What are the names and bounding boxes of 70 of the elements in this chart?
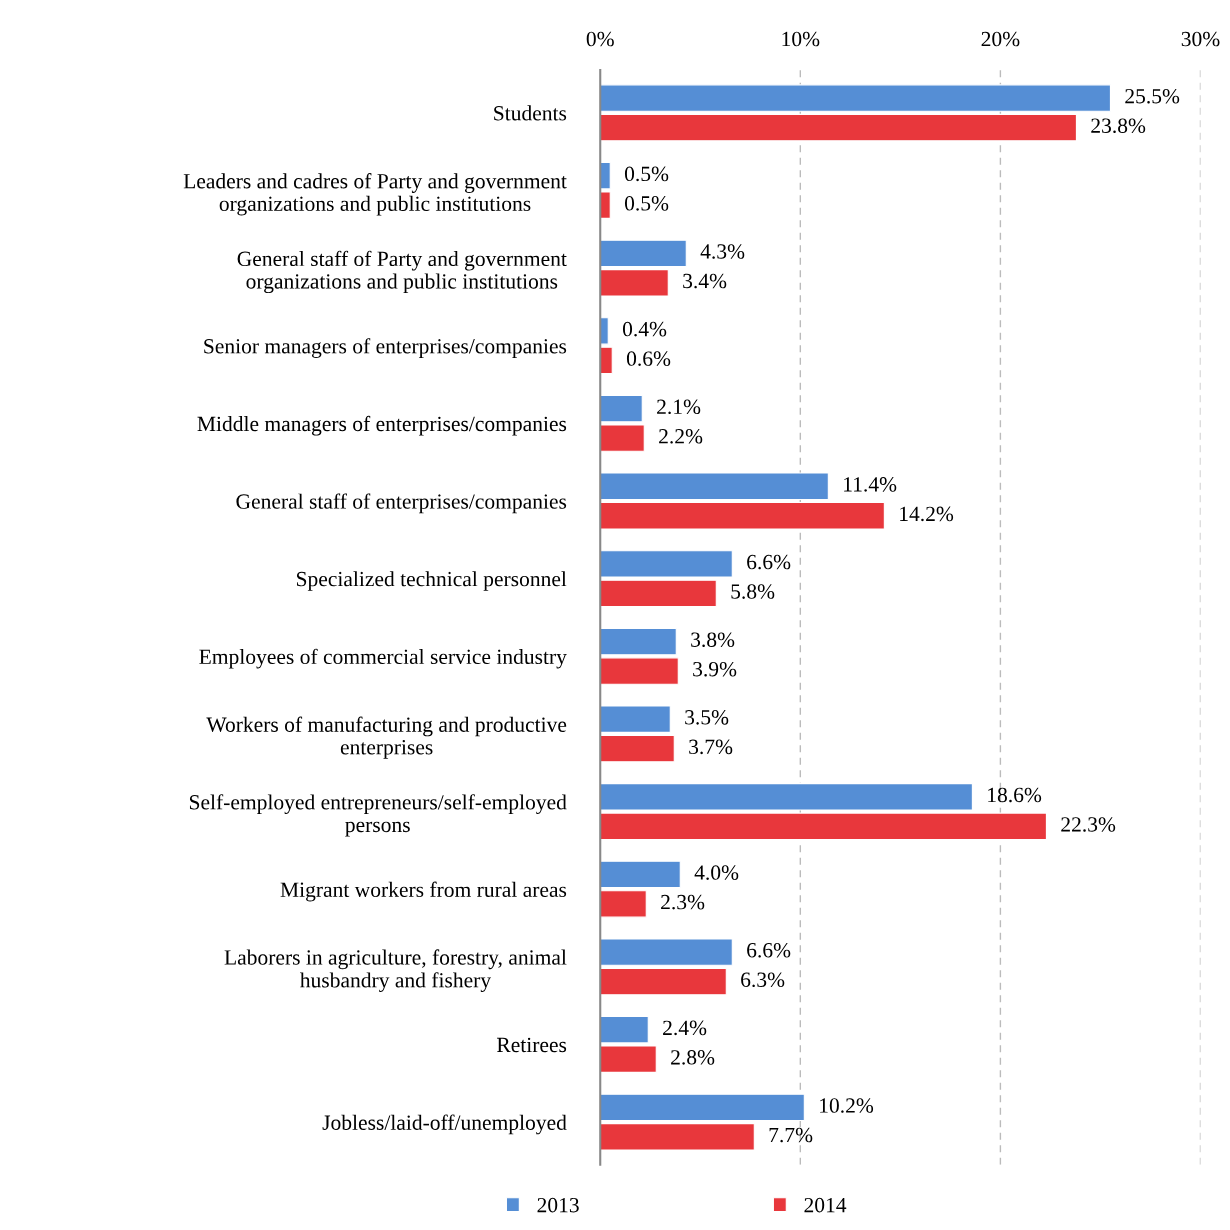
data-label: 3.8%: [691, 632, 735, 648]
data-label: 3.9%: [693, 661, 737, 677]
bar: [600, 472, 829, 501]
bar: [600, 860, 681, 889]
data-label: 6.3%: [741, 972, 785, 988]
data-label: 2.2%: [659, 428, 703, 444]
bar: [600, 550, 733, 578]
x-tick-label: 20%: [981, 31, 1020, 47]
data-label: 10.2%: [820, 1098, 874, 1113]
bar: [600, 394, 643, 423]
bar: [600, 705, 671, 733]
data-label: 4.3%: [700, 244, 745, 259]
bar: [600, 657, 679, 685]
bar: [600, 627, 677, 656]
data-label: 14.2%: [900, 506, 954, 522]
data-label: 22.3%: [1061, 817, 1116, 832]
bar: [600, 890, 647, 918]
data-label: 2.1%: [657, 399, 701, 415]
legend-label: 2014: [804, 1197, 847, 1213]
data-label: 0.4%: [622, 321, 667, 337]
bar: [600, 1093, 805, 1122]
bar: [600, 317, 609, 345]
x-tick-label: 0%: [586, 31, 614, 47]
y-tick-label: Leaders and cadres of Party and government organizations and public institutions: [183, 173, 567, 216]
data-label: 0.5%: [624, 166, 669, 182]
data-label: 0.5%: [624, 196, 669, 211]
y-tick-label: General staff of Party and government organizations and public institutions: [237, 250, 567, 294]
y-tick-label: Students: [494, 105, 567, 121]
x-tick-label: 10%: [782, 31, 820, 47]
y-tick-label: Self-employed entrepreneurs/self-employed persons: [189, 794, 567, 837]
legend-label: 2013: [537, 1197, 579, 1213]
bar: [600, 84, 1111, 112]
y-tick-label: Jobless/laid-off/unemployed: [322, 1114, 567, 1135]
data-label: 6.6%: [747, 942, 791, 958]
bar: [600, 938, 733, 966]
data-label: 0.6%: [626, 351, 671, 366]
data-label: 3.7%: [689, 739, 733, 755]
y-tick-label: Workers of manufacturing and productive enterprises: [206, 716, 567, 759]
data-label: 23.8%: [1091, 118, 1146, 134]
data-label: 6.6%: [747, 554, 791, 570]
bar: [600, 502, 885, 530]
data-label: 2.3%: [661, 894, 705, 910]
bar: [600, 346, 613, 375]
data-label: 3.4%: [683, 273, 727, 289]
y-tick-label: Retirees: [496, 1037, 567, 1053]
bar: [600, 734, 675, 763]
data-label: 2.8%: [671, 1050, 715, 1065]
bar: [600, 239, 687, 268]
data-label: 5.8%: [731, 584, 775, 599]
y-tick-label: Employees of commercial service industry: [199, 648, 567, 669]
y-tick-label: Migrant workers from rural areas: [280, 881, 567, 902]
data-label: 4.0%: [694, 865, 739, 880]
y-tick-label: Specialized technical personnel: [296, 571, 567, 591]
x-tick-label: 30%: [1181, 31, 1220, 47]
data-label: 18.6%: [988, 787, 1042, 803]
data-label: 25.5%: [1125, 88, 1180, 104]
bar: [600, 579, 717, 608]
y-tick-label: Senior managers of enterprises/companies: [204, 338, 567, 358]
bar: [600, 967, 727, 996]
y-tick-label: Laborers in agriculture, forestry, animal husbandry and fishery: [224, 949, 567, 992]
y-tick-label: General staff of enterprises/companies: [236, 493, 567, 514]
bar: [600, 113, 1077, 142]
data-label: 2.4%: [663, 1020, 707, 1036]
bar: [600, 1123, 755, 1151]
data-label: 11.4%: [844, 477, 897, 492]
data-label: 7.7%: [769, 1127, 813, 1143]
y-tick-label: Middle managers of enterprises/companies: [197, 415, 567, 436]
data-label: 3.5%: [685, 710, 729, 725]
bar: [600, 424, 645, 452]
bar: [600, 269, 669, 297]
